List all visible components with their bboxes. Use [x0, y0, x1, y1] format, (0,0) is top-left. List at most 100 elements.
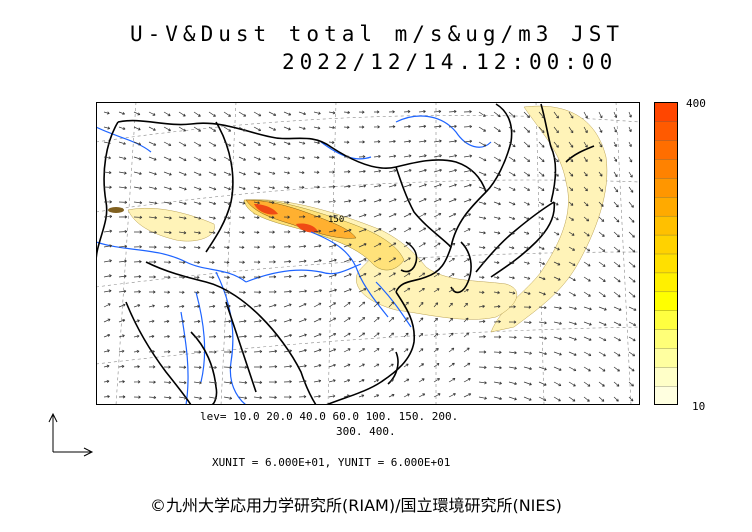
wind-arrow [133, 141, 142, 146]
wind-arrow [313, 274, 322, 278]
wind-arrow [448, 393, 456, 398]
wind-arrow [433, 183, 442, 188]
wind-arrow [283, 259, 292, 264]
wind-arrow [568, 216, 574, 221]
wind-arrow [358, 199, 367, 203]
wind-arrow [118, 319, 126, 323]
wind-arrow [373, 301, 380, 308]
wind-arrow [283, 380, 292, 384]
wind-arrow [238, 381, 248, 385]
wind-arrow [328, 302, 337, 308]
wind-arrow [343, 363, 351, 368]
wind-arrow [538, 141, 545, 148]
wind-arrow [328, 333, 337, 338]
wind-arrow [358, 213, 367, 218]
wind-arrow [598, 381, 605, 387]
wind-arrow [283, 333, 292, 338]
wind-arrow [193, 216, 202, 220]
wind-arrow [493, 366, 502, 370]
wind-arrow [613, 201, 619, 208]
wind-arrow [418, 393, 426, 398]
wind-arrow [133, 319, 140, 323]
wind-arrow [403, 212, 412, 218]
wind-arrow [598, 261, 606, 267]
wind-arrow [613, 216, 620, 223]
wind-arrow [103, 171, 112, 175]
wind-arrow [403, 301, 409, 308]
wind-arrow [238, 396, 248, 400]
wind-arrow [583, 336, 592, 341]
wind-arrow [403, 332, 409, 338]
wind-arrow [538, 111, 545, 119]
wind-arrow [118, 141, 126, 145]
wind-arrow [103, 395, 110, 399]
wind-arrow [103, 111, 110, 115]
wind-arrow [118, 200, 128, 204]
wind-arrow [493, 396, 502, 401]
wind-arrow [223, 111, 231, 117]
wind-arrow [178, 156, 187, 162]
wind-arrow [583, 261, 591, 267]
wind-arrow [463, 393, 472, 398]
wind-arrow [103, 185, 112, 189]
wind-arrow [343, 317, 351, 323]
legend-cell [654, 177, 678, 198]
wind-arrow [298, 156, 305, 160]
wind-arrow [538, 261, 546, 266]
wind-arrow [433, 242, 441, 248]
wind-arrow [388, 169, 397, 173]
wind-arrow [508, 366, 517, 370]
wind-arrow [343, 243, 352, 248]
wind-arrow [223, 260, 230, 264]
wind-arrow [253, 334, 262, 338]
wind-arrow [103, 259, 112, 263]
wind-arrow [448, 242, 456, 248]
wind-arrow [493, 201, 501, 206]
wind-arrow [418, 272, 426, 278]
wind-arrow [613, 111, 618, 118]
wind-arrow [103, 141, 111, 145]
wind-arrow [598, 216, 605, 222]
wind-arrow [328, 111, 336, 115]
legend-cell [654, 291, 678, 311]
wind-arrow [313, 259, 322, 263]
wind-arrow [373, 198, 382, 203]
wind-arrow [178, 141, 187, 147]
wind-arrow [523, 171, 531, 177]
wind-arrow [628, 126, 632, 133]
wind-arrow [523, 216, 530, 220]
wind-arrow [313, 214, 321, 219]
wind-arrow [298, 229, 306, 234]
wind-arrow [388, 139, 396, 144]
dust-region-west [127, 207, 215, 242]
wind-arrow [493, 335, 502, 339]
wind-arrow [493, 260, 500, 265]
wind-arrow [403, 378, 410, 383]
wind-arrow [568, 276, 576, 282]
wind-arrow [193, 201, 202, 206]
wind-arrow [313, 289, 322, 293]
dust-region-kuril [490, 105, 608, 333]
legend-colorbar [654, 102, 678, 405]
wind-arrow [418, 317, 424, 323]
wind-arrow [373, 394, 380, 398]
wind-arrow [613, 171, 618, 178]
wind-arrow [538, 276, 546, 281]
wind-arrow [193, 335, 201, 339]
wind-arrow [223, 319, 232, 323]
wind-arrow [433, 272, 440, 278]
wind-arrow [628, 141, 632, 148]
wind-arrow [418, 257, 426, 263]
wind-arrow [253, 275, 261, 279]
wind-arrow [598, 276, 606, 282]
wind-arrow [358, 363, 365, 368]
wind-arrow [358, 243, 367, 248]
wind-arrow [148, 156, 157, 161]
wind-arrow [148, 171, 157, 176]
wind-arrow [478, 156, 487, 162]
wind-arrow [538, 381, 547, 386]
wind-arrow [478, 381, 487, 385]
wind-arrow [418, 333, 424, 338]
wind-arrow [553, 171, 559, 177]
wind-arrow [493, 291, 500, 295]
